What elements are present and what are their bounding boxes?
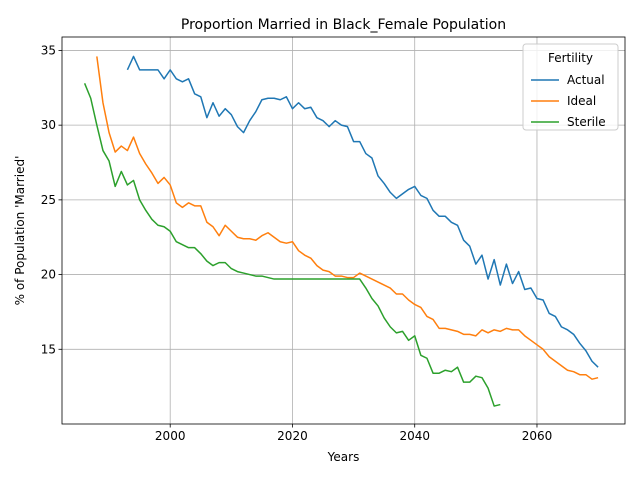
y-tick-label: 35 (41, 43, 56, 57)
legend-label-actual: Actual (567, 73, 605, 87)
y-tick-label: 25 (41, 193, 56, 207)
x-axis-title: Years (327, 450, 360, 464)
y-axis-title: % of Population 'Married' (13, 156, 27, 306)
legend-title: Fertility (548, 51, 593, 65)
x-tick-label: 2020 (277, 429, 308, 443)
chart-title: Proportion Married in Black_Female Popul… (181, 17, 506, 33)
legend-label-ideal: Ideal (567, 94, 596, 108)
x-tick-label: 2060 (522, 429, 553, 443)
y-tick-label: 20 (41, 268, 56, 282)
y-tick-label: 30 (41, 118, 56, 132)
x-tick-label: 2040 (399, 429, 430, 443)
legend: Fertility Actual Ideal Sterile (523, 44, 618, 130)
y-tick-label: 15 (41, 342, 56, 356)
x-tick-label: 2000 (155, 429, 186, 443)
legend-label-sterile: Sterile (567, 115, 606, 129)
